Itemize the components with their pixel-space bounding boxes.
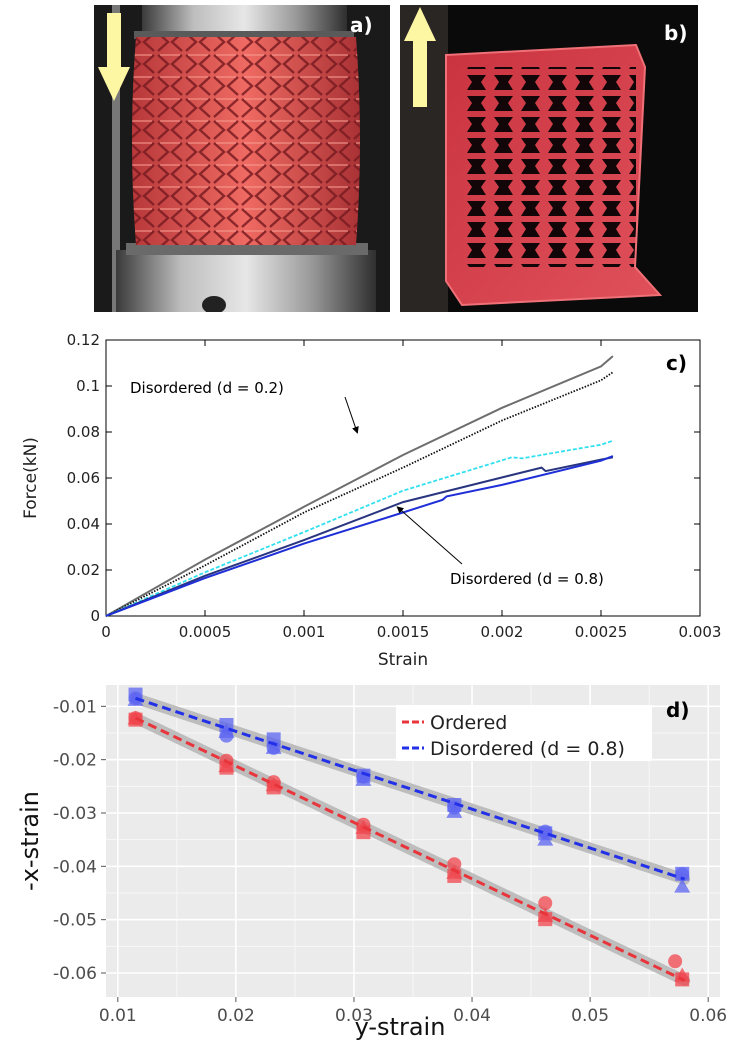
y-tick-label: 0.12 [67,331,100,349]
annotation-arrow [396,506,463,565]
x-tick-label: 0.0015 [377,623,430,641]
data-point-triangle [218,758,235,773]
x-axis-label: Strain [378,650,428,670]
x-tick-label: 0.0025 [575,623,628,641]
x-tick-label: 0.002 [481,623,524,641]
down-arrow-icon [98,13,130,101]
data-point-triangle [537,831,554,846]
annotation-label: Disordered (d = 0.2) [130,379,284,397]
data-point-triangle [265,739,282,754]
force-strain-chart: 0 0.0005 0.001 0.0015 0.002 0.0025 0.003 0 0.02 0… [21,331,722,670]
series-line [105,355,614,617]
plot-frame [105,339,701,617]
panel-label-b: b) [664,21,688,45]
data-point-circle [447,857,462,872]
annotation-arrow [344,396,359,434]
x-tick-label: 0.01 [99,1006,137,1026]
annotation-label: Disordered (d = 0.8) [450,570,604,588]
data-point-triangle [674,967,691,982]
legend-box [396,705,652,761]
x-tick-label: 0.02 [217,1006,255,1026]
x-tick-label: 0 [101,623,111,641]
y-axis-label: Force(kN) [21,437,41,519]
fit-line [134,716,686,982]
x-tick-label: 0.06 [689,1006,727,1026]
series-line [105,455,614,617]
y-tick-label: -0.05 [53,911,97,931]
y-tick-label: -0.01 [53,697,97,717]
y-tick-label: 0.1 [76,377,100,395]
y-tick-label: 0.02 [67,561,100,579]
specimen-photo-a-drawing [94,5,390,312]
panel-label-d: d) [666,698,689,722]
data-point-circle [538,896,553,911]
legend-label-disordered: Disordered (d = 0.8) [430,738,625,760]
x-tick-label: 0.003 [679,623,722,641]
specimen-photo-b: b) [400,5,698,312]
x-tick-label: 0.001 [283,623,326,641]
data-point-triangle [446,803,463,818]
legend: Ordered Disordered (d = 0.8) [396,705,652,761]
y-tick-label: -0.03 [53,804,97,824]
x-tick-label: 0.05 [571,1006,609,1026]
x-axis-label: y-strain [355,1013,446,1041]
x-tick-label: 0.03 [335,1006,373,1026]
up-arrow-icon [404,7,436,107]
y-tick-label: 0.08 [67,423,100,441]
series-line [105,456,614,617]
legend-label-ordered: Ordered [430,712,507,734]
y-tick-label: -0.02 [53,751,97,771]
y-axis-label: -x-strain [16,791,44,891]
y-tick-label: 0.06 [67,469,100,487]
y-tick-label: -0.04 [53,857,97,877]
data-point-triangle [355,771,372,786]
y-tick-label: -0.06 [53,964,97,984]
series-line [105,371,614,617]
x-tick-label: 0.04 [453,1006,491,1026]
data-point-square [675,866,690,881]
specimen-photo-b-drawing [400,5,698,312]
series-line [105,439,614,617]
panel-label-a: a) [350,13,373,37]
y-tick-label: 0 [90,607,100,625]
specimen-photo-a: a) [94,5,390,312]
y-tick-label: 0.04 [67,515,100,533]
data-point-triangle [218,723,235,738]
x-tick-label: 0.0005 [179,623,232,641]
data-point-circle [668,954,683,969]
panel-label-c: c) [666,351,687,375]
data-point-triangle [674,878,691,893]
fit-line [135,696,686,881]
strain-scatter-chart: 0.01 0.02 0.03 0.04 0.05 0.06-0.01-0.02-0.03-… [16,685,727,1041]
data-point-triangle [265,777,282,792]
